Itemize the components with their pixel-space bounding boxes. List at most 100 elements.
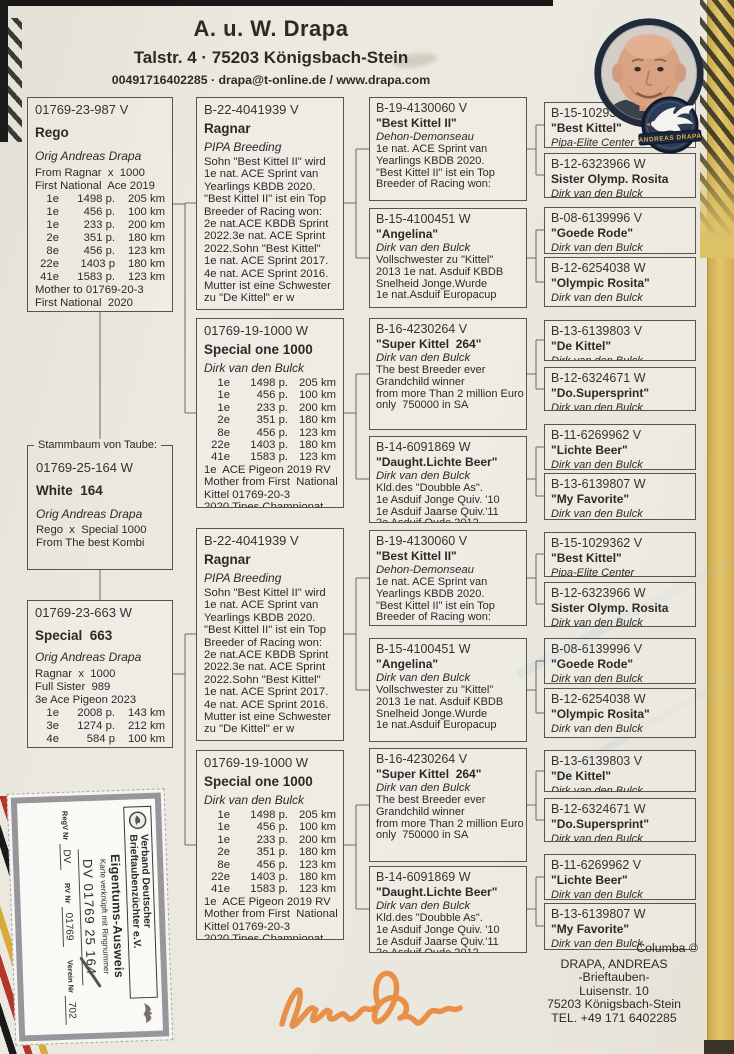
note-line: 1e nat. ACE Sprint van (204, 168, 319, 181)
note-line: 2e Asduif Oude 2012. (376, 518, 523, 522)
footer-address-line: 75203 Königsbach-Stein (547, 997, 681, 1012)
note-line: 1e nat. ACE Sprint van (376, 143, 488, 155)
note-line: 2e nat.ACE KBDB Sprint (204, 649, 329, 662)
note-line: Yearlings KBDB 2020. (204, 611, 316, 624)
note-line: First National Ace 2019 (35, 179, 155, 192)
note-line: The best Breeder ever (376, 364, 486, 376)
ring-number: B-19-4130060 V (376, 101, 468, 115)
result-row: 4e 584 p 100 km (46, 732, 165, 745)
pigeon-name: "Olympic Rosita" (551, 276, 650, 290)
note-line: 2013 1e nat. Asduif KBDB (376, 265, 504, 278)
pigeon-name: "Daught.Lichte Beer" (376, 455, 498, 469)
result-row: 3e 1274 p. 212 km (46, 719, 165, 732)
pigeon-origin: Dirk van den Bulck (551, 672, 643, 684)
pigeon-name: "Lichte Beer" (551, 443, 628, 457)
pigeon-origin: Dirk van den Bulck (376, 241, 471, 254)
ring-number: 01769-19-1000 W (204, 755, 309, 770)
pedigree-box: B-11-6269962 V "Lichte Beer" Dirk van de… (544, 424, 696, 470)
result-row: 1e 233 p. 200 km (46, 218, 165, 231)
ring-number: B-13-6139803 V (551, 754, 643, 768)
pedigree-box: B-19-4130060 V "Best Kittel II" Dehon-De… (369, 530, 527, 626)
note-lines: Sohn "Best Kittel II" wird 1e nat. ACE Sp… (204, 156, 339, 305)
note-line: 1e nat. ACE Sprint 2017. (204, 686, 329, 699)
note-lines: 1e nat. ACE Sprint van Yearlings KBDB 202… (376, 143, 523, 191)
bottom-right-corner-shade (704, 1040, 734, 1054)
note-line: Grandchild winner (376, 805, 465, 818)
column-parents: 01769-23-987 V Rego Orig Andreas Drapa F… (27, 97, 173, 748)
result-row: 41e 1583 p. 123 km (40, 270, 165, 283)
pigeon-origin: Orig Andreas Drapa (36, 507, 143, 521)
pedigree-box: B-13-6139807 W "My Favorite" Dirk van de… (544, 473, 696, 520)
pigeon-name: "Goede Rode" (551, 226, 634, 240)
ring-number: B-12-6324671 W (551, 802, 646, 816)
note-line: "Best Kittel II" ist ein Top (204, 193, 327, 206)
note-line: Ragnar x 1000 (35, 668, 116, 680)
breeder-contact: 00491716402285 · drapa@t-online.de / www… (111, 73, 431, 87)
note-line: 1e ACE Pigeon 2019 RV (204, 895, 331, 908)
pigeon-name: "Angelina" (376, 657, 439, 671)
note-line: Mutter ist eine Schwester (204, 711, 331, 724)
pigeon-name: "Goede Rode" (551, 657, 634, 671)
note-line: Rego x Special 1000 (36, 524, 147, 536)
column-great-great-grandparents: B-15-1029362 V "Best Kittel" Pipa-Elite … (544, 102, 696, 950)
note-line: Kittel 01769-20-3 (204, 488, 291, 501)
note-line: "Best Kittel II" ist ein Top (204, 624, 327, 637)
result-row: 1e 456 p. 100 km (217, 389, 336, 402)
result-row: 1e 1498 p. 205 km (46, 192, 165, 205)
pigeon-origin: Dirk van den Bulck (376, 351, 471, 364)
pigeon-origin: PIPA Breeding (204, 140, 282, 154)
note-line: 2013 1e nat. Asduif KBDB (376, 695, 504, 708)
result-row: 1e 1498 p. 205 km (217, 377, 336, 389)
pedigree-box: B-15-4100451 W "Angelina" Dirk van den B… (369, 638, 527, 742)
note-lines: Sohn "Best Kittel II" wird 1e nat. ACE Sp… (204, 587, 339, 736)
pigeon-name: "Best Kittel" (551, 551, 622, 565)
ring-number: 01769-23-987 V (35, 102, 129, 117)
ring-number: B-12-6324671 W (551, 371, 646, 385)
pigeon-name: Sister Olymp. Rosita (551, 172, 669, 186)
result-row: 22e 1403 p 180 km (40, 257, 165, 270)
note-line: 2022.3e nat. ACE Sprint (204, 661, 326, 674)
note-line: Vollschwester zu "Kittel" (376, 254, 494, 266)
note-line: 4e nat. ACE Sprint 2016. (204, 267, 329, 280)
pigeon-name: "Best Kittel II" (376, 549, 457, 563)
result-row: 41e 1583 p. 123 km (211, 883, 336, 896)
pigeon-name: Special 663 (35, 628, 113, 643)
note-lines: The best Breeder ever Grandchild winner fr… (376, 794, 524, 842)
note-line: 1e nat.Asduif Europacup (376, 719, 497, 732)
dove-icon (646, 105, 696, 135)
note-line: Sohn "Best Kittel II" wird (204, 156, 326, 168)
note-lines: Ragnar x 1000 Full Sister 989 3e Ace Pigeo… (35, 668, 168, 707)
pigeon-origin: Dirk van den Bulck (376, 781, 471, 794)
note-line: 1e nat. ACE Sprint van (376, 576, 488, 588)
result-row: 1e 233 p. 200 km (217, 833, 336, 846)
ring-number: B-11-6269962 V (551, 858, 642, 872)
stamp-field: Verein Nr 702 (63, 960, 78, 1025)
badge-banner-text: ANDREAS DRAPA (638, 133, 701, 144)
note-lines: From Ragnar x 1000 First National Ace 201… (35, 167, 168, 193)
pedigree-box: B-12-6254038 W "Olympic Rosita" Dirk van… (544, 688, 696, 738)
result-row: 8e 456 p. 123 km (217, 858, 336, 871)
result-row: 1e 233 p. 200 km (217, 401, 336, 414)
pigeon-name: "De Kittel" (551, 769, 612, 783)
ring-number: B-08-6139996 V (551, 211, 643, 225)
note-line: "Best Kittel II" ist ein Top (376, 166, 495, 179)
pigeon-origin: Dirk van den Bulck (551, 241, 643, 254)
ring-logo-icon (128, 811, 147, 830)
pigeon-origin: Dirk van den Bulck (551, 401, 643, 411)
ring-number: B-13-6139803 V (551, 324, 643, 338)
pigeon-name: "My Favorite" (551, 922, 630, 936)
pedigree-box: B-15-1029362 V "Best Kittel" Pipa-Elite … (544, 532, 696, 577)
result-row: 2e 351 p. 180 km (217, 414, 336, 427)
note-lines: The best Breeder ever Grandchild winner fr… (376, 364, 524, 412)
pigeon-name: "Do.Supersprint" (551, 386, 650, 400)
pigeon-origin: Dirk van den Bulck (551, 832, 643, 842)
ring-number: B-22-4041939 V (204, 533, 299, 548)
note-line: 1e Asduif Jaarse Quiv.'11 (376, 505, 499, 518)
ring-number: B-13-6139807 W (551, 907, 646, 921)
pedigree-box: B-16-4230264 V "Super Kittel 264" Dirk v… (369, 318, 527, 430)
race-results: 1e 1498 p. 205 km 1e 456 p. 100 km 1e 233 p. 200… (35, 193, 168, 284)
result-row: 8e 456 p. 123 km (217, 426, 336, 439)
pigeon-name: "Angelina" (376, 227, 439, 241)
pigeon-name: Ragnar (204, 121, 251, 136)
ring-number: B-08-6139996 V (551, 642, 643, 656)
